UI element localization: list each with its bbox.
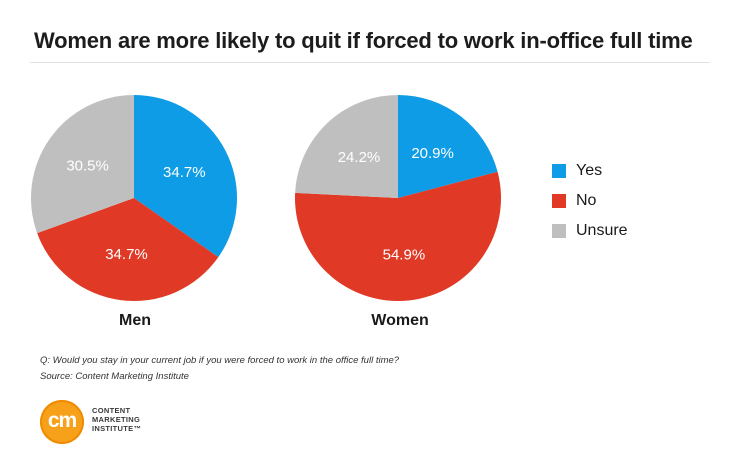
legend-label-unsure: Unsure	[576, 222, 628, 239]
pie-slice-no	[294, 171, 501, 302]
logo-line-2: MARKETING	[92, 415, 141, 424]
legend: Yes No Unsure	[552, 156, 628, 246]
slice-label-yes: 20.9%	[411, 145, 454, 162]
legend-item-unsure: Unsure	[552, 216, 628, 246]
footnote-question: Q: Would you stay in your current job if…	[40, 355, 400, 366]
legend-item-no: No	[552, 186, 628, 216]
pie-slice-no	[37, 198, 219, 301]
slice-label-yes: 34.7%	[163, 164, 206, 181]
pie-slice-unsure	[295, 95, 398, 198]
logo-mark: cm	[47, 409, 77, 432]
pie-men: 34.7% 34.7% 30.5%	[31, 95, 238, 301]
legend-label-yes: Yes	[576, 162, 603, 179]
cmi-logo: cm CONTENT MARKETING INSTITUTE™	[40, 400, 240, 450]
slice-label-no: 34.7%	[105, 246, 148, 263]
title-divider	[30, 62, 710, 63]
pie-label-men: Men	[119, 312, 151, 329]
legend-item-yes: Yes	[552, 156, 628, 186]
pie-slice-unsure	[31, 95, 135, 234]
logo-circle	[40, 400, 84, 444]
slice-label-unsure: 30.5%	[66, 158, 109, 175]
pie-women: 20.9% 54.9% 24.2%	[294, 95, 501, 302]
legend-swatch-no	[552, 194, 566, 208]
slice-label-unsure: 24.2%	[338, 149, 381, 166]
logo-line-3: INSTITUTE™	[92, 424, 142, 433]
chart-title: Women are more likely to quit if forced …	[34, 28, 693, 53]
legend-swatch-unsure	[552, 224, 566, 238]
pie-label-women: Women	[371, 312, 429, 329]
logo-line-1: CONTENT	[92, 406, 131, 415]
slice-label-no: 54.9%	[383, 246, 426, 263]
legend-swatch-yes	[552, 164, 566, 178]
pie-slice-yes	[398, 95, 498, 198]
legend-label-no: No	[576, 192, 597, 209]
logo-wordmark: CONTENT MARKETING INSTITUTE™	[92, 406, 141, 433]
pie-slice-yes	[134, 95, 238, 258]
footnote-source: Source: Content Marketing Institute	[40, 371, 189, 382]
